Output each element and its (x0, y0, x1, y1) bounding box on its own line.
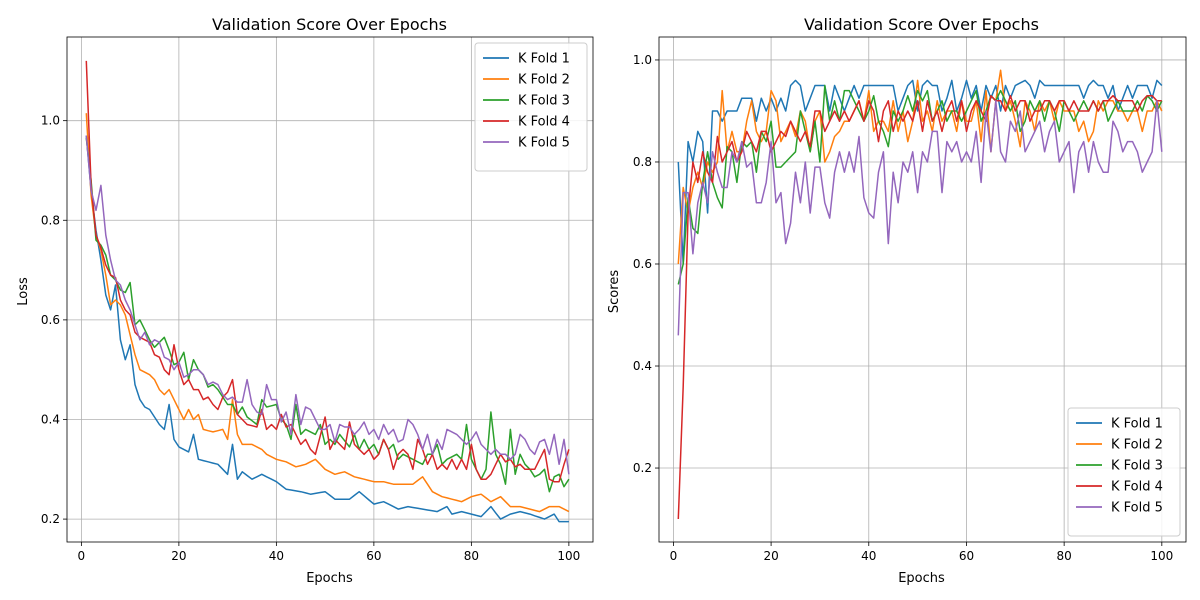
loss-chart-x-tick-label: 20 (171, 549, 186, 563)
score-chart-y-tick-label: 0.8 (633, 155, 652, 169)
score-chart-x-axis-label: Epochs (898, 571, 945, 586)
score-chart-series-line-2 (677, 69, 1163, 265)
loss-chart-x-tick-label: 40 (269, 549, 284, 563)
loss-chart-legend-label-3: K Fold 3 (518, 94, 570, 109)
loss-chart-y-tick-label: 0.6 (41, 313, 60, 327)
score-chart-y-tick-label: 0.2 (633, 461, 652, 475)
loss-chart-plot-frame (66, 36, 594, 543)
loss-chart-legend-box (474, 42, 588, 172)
loss-chart-series-line-4 (85, 60, 570, 483)
loss-chart-legend-label-5: K Fold 5 (518, 136, 570, 151)
loss-chart-x-tick-label: 0 (78, 549, 86, 563)
loss-chart-series-line-3 (85, 138, 570, 493)
loss-chart-series-line-2 (85, 113, 570, 513)
loss-chart-title: Validation Score Over Epochs (212, 15, 447, 34)
score-chart-legend-label-3: K Fold 3 (1111, 459, 1163, 474)
score-chart-x-tick-label: 60 (959, 549, 974, 563)
score-chart-legend: K Fold 1 K Fold 2 K Fold 3 K Fold 4 K Fold 5 (1067, 407, 1181, 537)
score-chart-legend-label-4: K Fold 4 (1111, 480, 1163, 495)
score-chart-y-tick-label: 0.6 (633, 257, 652, 271)
score-chart-x-tick-label: 0 (670, 549, 678, 563)
loss-chart-panel: Validation Score Over Epochs Epochs Loss… (16, 15, 594, 586)
loss-chart-y-tick-label: 0.2 (41, 512, 60, 526)
loss-chart-legend: K Fold 1 K Fold 2 K Fold 3 K Fold 4 K Fold 5 (474, 42, 588, 172)
score-chart-series-line-3 (677, 84, 1163, 285)
loss-chart-y-axis-label: Loss (16, 277, 31, 306)
loss-chart-x-tick-label: 100 (557, 549, 580, 563)
score-chart-legend-box (1067, 407, 1181, 537)
loss-chart-legend-label-2: K Fold 2 (518, 73, 570, 88)
score-chart-plot-frame (658, 36, 1187, 543)
score-chart-panel: Validation Score Over Epochs Epochs Scor… (607, 15, 1187, 586)
score-chart-y-axis-label: Scores (607, 270, 622, 313)
score-chart-series-line-5 (677, 100, 1163, 336)
loss-chart-x-axis-label: Epochs (306, 571, 353, 586)
loss-chart-y-tick-label: 1.0 (41, 114, 60, 128)
score-chart-legend-label-2: K Fold 2 (1111, 438, 1163, 453)
score-chart-y-tick-label: 1.0 (633, 53, 652, 67)
loss-chart-legend-label-4: K Fold 4 (518, 115, 570, 130)
score-chart-legend-label-5: K Fold 5 (1111, 501, 1163, 516)
loss-chart-legend-label-1: K Fold 1 (518, 52, 570, 67)
loss-chart-series-line-1 (85, 135, 569, 523)
loss-chart-x-tick-label: 80 (464, 549, 479, 563)
score-chart-x-tick-label: 100 (1150, 549, 1173, 563)
loss-chart-y-tick-label: 0.4 (41, 412, 60, 426)
score-chart-x-tick-label: 20 (763, 549, 778, 563)
loss-chart-x-tick-label: 60 (366, 549, 381, 563)
score-chart-x-tick-label: 80 (1056, 549, 1071, 563)
score-chart-y-tick-label: 0.4 (633, 359, 652, 373)
score-chart-series-line-4 (677, 94, 1162, 520)
loss-chart-y-tick-label: 0.8 (41, 213, 60, 227)
loss-chart-series-line-5 (85, 135, 570, 475)
score-chart-legend-label-1: K Fold 1 (1111, 417, 1163, 432)
score-chart-x-tick-label: 40 (861, 549, 876, 563)
score-chart-title: Validation Score Over Epochs (804, 15, 1039, 34)
